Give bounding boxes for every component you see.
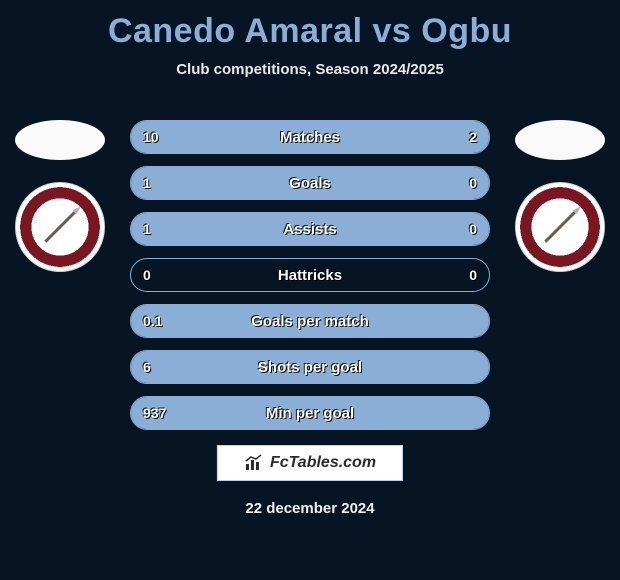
page-title: Canedo Amaral vs Ogbu (0, 0, 620, 51)
stat-row: 10Goals (130, 166, 490, 200)
player-right-avatar (515, 120, 605, 160)
player-left-club-badge (15, 182, 105, 272)
player-right-club-badge (515, 182, 605, 272)
stat-label: Matches (131, 121, 489, 153)
stat-row: 6Shots per goal (130, 350, 490, 384)
brand-text: FcTables.com (270, 454, 376, 472)
stat-label: Goals (131, 167, 489, 199)
stat-row: 937Min per goal (130, 396, 490, 430)
stat-label: Hattricks (131, 259, 489, 291)
brand-chart-icon (244, 454, 264, 472)
stat-row: 102Matches (130, 120, 490, 154)
player-right-column (510, 120, 610, 272)
stat-row: 00Hattricks (130, 258, 490, 292)
stat-row: 0.1Goals per match (130, 304, 490, 338)
page-subtitle: Club competitions, Season 2024/2025 (0, 61, 620, 78)
stat-label: Min per goal (131, 397, 489, 429)
stat-label: Assists (131, 213, 489, 245)
brand-box: FcTables.com (217, 445, 403, 481)
stat-label: Shots per goal (131, 351, 489, 383)
player-left-column (10, 120, 110, 272)
player-left-avatar (15, 120, 105, 160)
stat-label: Goals per match (131, 305, 489, 337)
stats-container: 102Matches 10Goals 10Assists 00Hattricks 0.1… (130, 120, 490, 430)
footer-date: 22 december 2024 (0, 500, 620, 517)
stat-row: 10Assists (130, 212, 490, 246)
